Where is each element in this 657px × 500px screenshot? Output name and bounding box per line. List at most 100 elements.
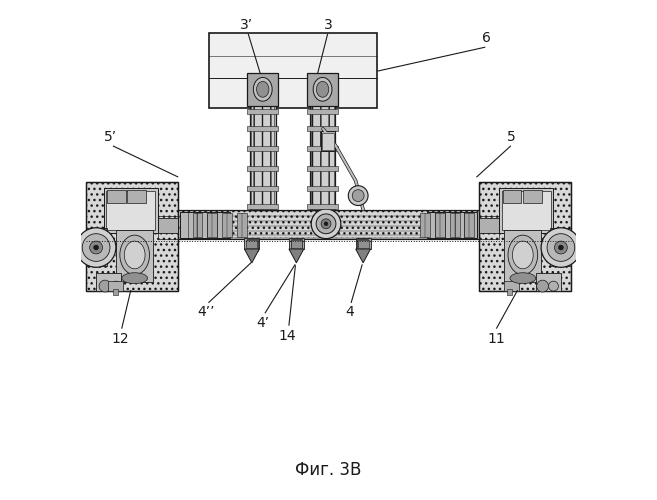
Text: 3’: 3’: [240, 18, 253, 32]
Bar: [209, 34, 377, 108]
Circle shape: [547, 234, 575, 262]
Bar: [177, 210, 480, 239]
Bar: [208, 214, 217, 237]
Ellipse shape: [120, 235, 150, 275]
Bar: [499, 188, 553, 232]
Bar: [480, 182, 571, 290]
Polygon shape: [289, 249, 304, 263]
Bar: [307, 186, 338, 190]
Polygon shape: [244, 249, 260, 263]
Circle shape: [348, 186, 368, 206]
Circle shape: [321, 219, 331, 228]
Bar: [107, 190, 125, 202]
Circle shape: [549, 281, 558, 291]
Text: 3: 3: [324, 18, 333, 32]
Bar: [180, 212, 229, 238]
Text: 11: 11: [487, 332, 505, 345]
Bar: [108, 280, 124, 290]
Text: Mg: Mg: [526, 241, 545, 254]
Bar: [357, 238, 368, 251]
Bar: [250, 102, 275, 210]
Bar: [96, 273, 121, 290]
Bar: [307, 204, 338, 209]
Bar: [480, 216, 499, 239]
Bar: [480, 182, 571, 290]
Circle shape: [316, 214, 336, 234]
Ellipse shape: [508, 235, 537, 275]
Bar: [307, 74, 338, 106]
Bar: [248, 146, 278, 151]
Bar: [248, 166, 278, 171]
Text: 12: 12: [111, 332, 129, 345]
Bar: [237, 214, 247, 237]
Text: Zinc: Zinc: [92, 241, 119, 254]
Bar: [449, 214, 459, 237]
Circle shape: [311, 209, 341, 238]
Bar: [507, 288, 512, 294]
Text: 4’: 4’: [257, 316, 270, 330]
Bar: [355, 238, 371, 249]
Bar: [501, 190, 551, 230]
Bar: [193, 214, 202, 237]
Text: Фиг. 3В: Фиг. 3В: [295, 461, 362, 479]
Ellipse shape: [512, 241, 533, 269]
Circle shape: [352, 190, 364, 202]
Bar: [480, 218, 499, 232]
Bar: [114, 288, 118, 294]
Bar: [309, 102, 336, 210]
Bar: [248, 126, 278, 132]
Circle shape: [555, 241, 567, 254]
Bar: [116, 230, 153, 282]
Circle shape: [324, 222, 328, 226]
Circle shape: [90, 241, 102, 254]
Circle shape: [94, 245, 99, 250]
Ellipse shape: [256, 82, 269, 97]
Bar: [307, 126, 338, 132]
Bar: [330, 212, 478, 238]
Bar: [86, 228, 107, 266]
Text: 4’’: 4’’: [198, 306, 215, 320]
Text: 6: 6: [482, 32, 491, 46]
Bar: [504, 230, 541, 282]
Bar: [357, 240, 369, 248]
Bar: [86, 182, 177, 290]
Ellipse shape: [317, 82, 328, 97]
Bar: [322, 133, 334, 150]
Bar: [252, 104, 274, 209]
Text: 4: 4: [346, 306, 354, 320]
Bar: [248, 204, 278, 209]
Text: 5: 5: [507, 130, 516, 144]
Bar: [158, 218, 177, 232]
Bar: [536, 273, 561, 290]
Bar: [291, 240, 302, 248]
Bar: [86, 182, 177, 290]
Circle shape: [558, 245, 563, 250]
Bar: [321, 132, 336, 151]
Bar: [435, 214, 445, 237]
Bar: [307, 166, 338, 171]
Bar: [127, 190, 146, 202]
Circle shape: [111, 281, 121, 291]
Bar: [289, 238, 304, 249]
Bar: [428, 212, 477, 238]
Bar: [247, 238, 258, 251]
Bar: [420, 214, 430, 237]
Bar: [158, 216, 177, 239]
Text: 5’: 5’: [104, 130, 118, 144]
Bar: [244, 238, 260, 249]
Circle shape: [541, 228, 581, 268]
Ellipse shape: [122, 272, 148, 283]
Circle shape: [82, 234, 110, 262]
Bar: [248, 186, 278, 190]
Bar: [248, 109, 278, 114]
Bar: [307, 146, 338, 151]
Bar: [307, 109, 338, 114]
Circle shape: [537, 280, 549, 292]
Bar: [246, 240, 258, 248]
Circle shape: [76, 228, 116, 268]
Ellipse shape: [313, 78, 332, 101]
Bar: [311, 104, 334, 209]
Bar: [503, 190, 522, 202]
Bar: [104, 188, 158, 232]
Bar: [179, 212, 327, 238]
